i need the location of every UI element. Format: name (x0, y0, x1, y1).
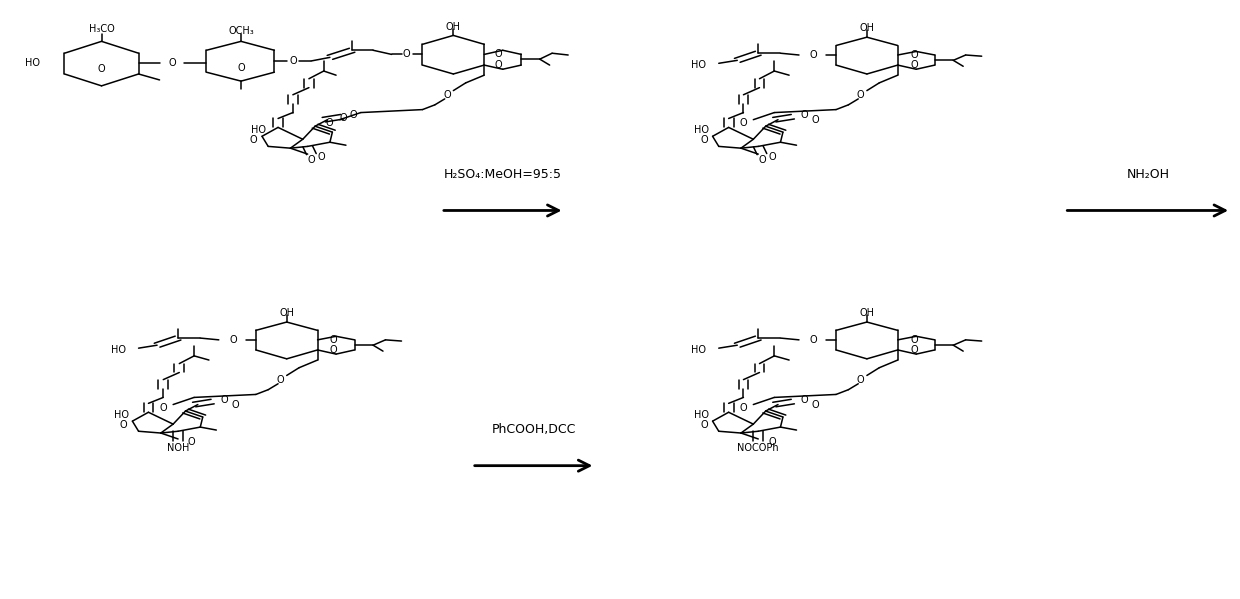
Text: O: O (229, 335, 237, 345)
Text: OCH₃: OCH₃ (228, 26, 254, 37)
Text: O: O (810, 50, 817, 60)
Text: O: O (444, 90, 451, 100)
Text: O: O (701, 135, 708, 146)
Text: PhCOOH,DCC: PhCOOH,DCC (491, 423, 575, 436)
Text: NH₂OH: NH₂OH (1127, 168, 1169, 181)
Text: O: O (811, 400, 818, 410)
Text: O: O (308, 155, 315, 165)
Text: O: O (403, 49, 410, 59)
Text: H₂SO₄:MeOH=95:5: H₂SO₄:MeOH=95:5 (444, 168, 562, 181)
Text: OH: OH (859, 307, 874, 317)
Text: O: O (237, 63, 244, 73)
Text: O: O (910, 60, 918, 70)
Text: O: O (494, 49, 502, 59)
Text: O: O (249, 135, 257, 146)
Text: O: O (330, 345, 337, 355)
Text: OH: OH (279, 307, 294, 317)
Text: O: O (231, 400, 239, 410)
Text: O: O (857, 374, 864, 385)
Text: O: O (340, 113, 347, 123)
Text: OH: OH (859, 23, 874, 33)
Text: O: O (811, 114, 818, 125)
Text: O: O (219, 395, 228, 405)
Text: HO: HO (114, 410, 129, 420)
Text: O: O (800, 110, 807, 120)
Text: O: O (739, 403, 748, 413)
Text: O: O (810, 335, 817, 345)
Text: O: O (910, 335, 918, 345)
Text: O: O (169, 58, 176, 68)
Text: NOH: NOH (167, 443, 190, 453)
Text: HO: HO (694, 125, 709, 135)
Text: HO: HO (250, 125, 265, 135)
Text: O: O (739, 117, 748, 128)
Text: O: O (350, 110, 357, 120)
Text: HO: HO (112, 345, 126, 355)
Text: O: O (330, 335, 337, 345)
Text: O: O (857, 90, 864, 100)
Text: HO: HO (694, 410, 709, 420)
Text: O: O (120, 420, 128, 430)
Text: O: O (910, 50, 918, 60)
Text: O: O (701, 420, 708, 430)
Text: O: O (494, 60, 502, 70)
Text: HO: HO (25, 58, 40, 68)
Text: O: O (277, 374, 284, 385)
Text: HO: HO (692, 345, 707, 355)
Text: O: O (98, 64, 105, 74)
Text: OH: OH (446, 22, 461, 32)
Text: O: O (758, 155, 766, 165)
Text: HO: HO (692, 60, 707, 70)
Text: O: O (768, 152, 776, 162)
Text: O: O (910, 345, 918, 355)
Text: H₃CO: H₃CO (88, 25, 114, 35)
Text: NOCOPh: NOCOPh (738, 443, 779, 453)
Text: O: O (317, 152, 325, 162)
Text: O: O (768, 437, 776, 447)
Text: O: O (800, 395, 807, 405)
Text: O: O (289, 56, 296, 66)
Text: O: O (326, 117, 334, 128)
Text: O: O (159, 403, 167, 413)
Text: O: O (188, 437, 196, 447)
